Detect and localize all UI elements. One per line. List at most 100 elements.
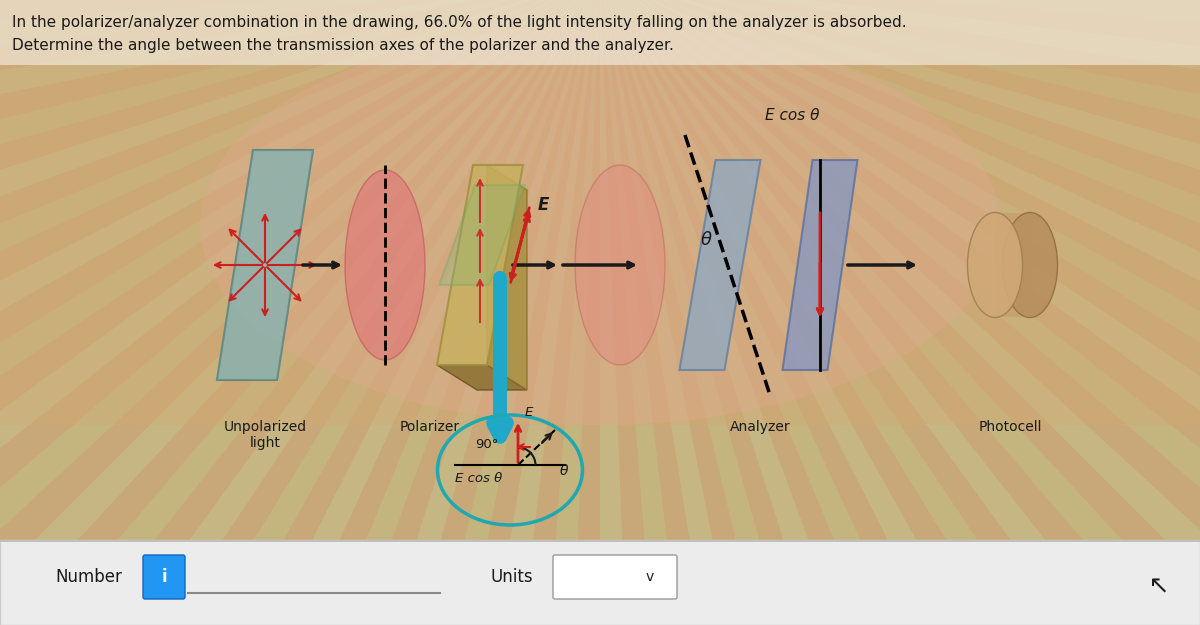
- Polygon shape: [0, 0, 600, 494]
- Polygon shape: [600, 0, 1200, 625]
- Polygon shape: [137, 0, 600, 625]
- Polygon shape: [600, 0, 1200, 549]
- Polygon shape: [600, 0, 776, 625]
- FancyBboxPatch shape: [553, 555, 677, 599]
- Polygon shape: [600, 0, 1200, 625]
- Polygon shape: [600, 0, 1200, 549]
- Polygon shape: [217, 150, 313, 380]
- Polygon shape: [600, 0, 1200, 625]
- Text: In the polarizer/analyzer combination in the drawing, 66.0% of the light intensi: In the polarizer/analyzer combination in…: [12, 15, 907, 30]
- Polygon shape: [0, 0, 600, 382]
- Polygon shape: [217, 150, 313, 380]
- Text: Photocell: Photocell: [978, 420, 1042, 434]
- Polygon shape: [600, 0, 1120, 625]
- Text: Analyzer: Analyzer: [730, 420, 791, 434]
- Polygon shape: [600, 0, 1200, 625]
- Polygon shape: [0, 0, 600, 625]
- Polygon shape: [0, 0, 600, 494]
- Text: θ: θ: [560, 464, 569, 478]
- Polygon shape: [137, 0, 600, 625]
- Polygon shape: [0, 0, 600, 625]
- Text: E cos θ: E cos θ: [455, 472, 503, 485]
- Ellipse shape: [1002, 213, 1057, 318]
- Polygon shape: [0, 0, 600, 625]
- Polygon shape: [0, 0, 600, 625]
- Polygon shape: [0, 0, 600, 34]
- Text: Number: Number: [55, 568, 122, 586]
- Polygon shape: [600, 0, 1200, 92]
- Polygon shape: [0, 0, 600, 625]
- Bar: [0, 540, 1200, 625]
- Polygon shape: [250, 0, 600, 625]
- Polygon shape: [600, 0, 1200, 625]
- Polygon shape: [600, 0, 659, 625]
- Text: E cos θ: E cos θ: [766, 108, 820, 123]
- Text: v: v: [646, 570, 654, 584]
- Polygon shape: [0, 0, 600, 34]
- Polygon shape: [600, 0, 893, 625]
- Polygon shape: [482, 0, 600, 625]
- Polygon shape: [600, 0, 1200, 325]
- Polygon shape: [0, 0, 600, 268]
- Bar: [0, 0, 1200, 425]
- Polygon shape: [365, 0, 600, 625]
- Polygon shape: [600, 0, 1200, 625]
- Polygon shape: [600, 0, 1200, 625]
- Polygon shape: [0, 0, 600, 625]
- Polygon shape: [0, 0, 600, 625]
- Polygon shape: [0, 0, 600, 625]
- Ellipse shape: [200, 25, 1000, 425]
- Polygon shape: [600, 0, 1200, 625]
- Polygon shape: [365, 0, 600, 625]
- Polygon shape: [437, 165, 523, 365]
- FancyBboxPatch shape: [143, 555, 185, 599]
- Text: E: E: [526, 406, 533, 419]
- Polygon shape: [600, 0, 1200, 325]
- Polygon shape: [0, 0, 600, 268]
- Ellipse shape: [575, 165, 665, 365]
- Text: 90°: 90°: [475, 438, 498, 451]
- Polygon shape: [0, 0, 600, 603]
- Text: $\theta$: $\theta$: [700, 231, 713, 249]
- Polygon shape: [0, 0, 600, 625]
- Polygon shape: [600, 0, 1200, 92]
- Polygon shape: [0, 0, 600, 625]
- Polygon shape: [600, 0, 1200, 625]
- Polygon shape: [600, 0, 659, 625]
- Polygon shape: [600, 0, 1120, 625]
- Polygon shape: [0, 0, 600, 151]
- Polygon shape: [600, 0, 1200, 625]
- Polygon shape: [26, 0, 600, 625]
- Text: i: i: [161, 568, 167, 586]
- Polygon shape: [0, 0, 600, 625]
- Polygon shape: [437, 365, 527, 390]
- Polygon shape: [600, 0, 1200, 625]
- Polygon shape: [600, 0, 1007, 625]
- Polygon shape: [0, 0, 600, 151]
- Polygon shape: [600, 0, 1200, 209]
- Polygon shape: [600, 0, 1200, 625]
- Polygon shape: [0, 0, 600, 625]
- Polygon shape: [782, 160, 858, 370]
- Polygon shape: [0, 0, 600, 625]
- Polygon shape: [26, 0, 600, 625]
- Polygon shape: [600, 0, 1200, 209]
- Text: E: E: [538, 196, 550, 214]
- Bar: [0, 540, 1200, 542]
- Ellipse shape: [967, 213, 1022, 318]
- Polygon shape: [250, 0, 600, 625]
- Polygon shape: [600, 0, 1200, 625]
- Polygon shape: [600, 0, 893, 625]
- Polygon shape: [482, 0, 600, 625]
- Bar: [0, 0, 1200, 65]
- Polygon shape: [0, 0, 600, 625]
- Text: Unpolarized
light: Unpolarized light: [223, 420, 306, 450]
- Polygon shape: [600, 0, 1200, 625]
- Text: Determine the angle between the transmission axes of the polarizer and the analy: Determine the angle between the transmis…: [12, 38, 674, 53]
- Polygon shape: [600, 0, 1200, 439]
- Ellipse shape: [346, 170, 425, 360]
- Polygon shape: [600, 0, 1200, 625]
- Polygon shape: [0, 0, 600, 625]
- Polygon shape: [600, 0, 1200, 625]
- Polygon shape: [0, 0, 600, 625]
